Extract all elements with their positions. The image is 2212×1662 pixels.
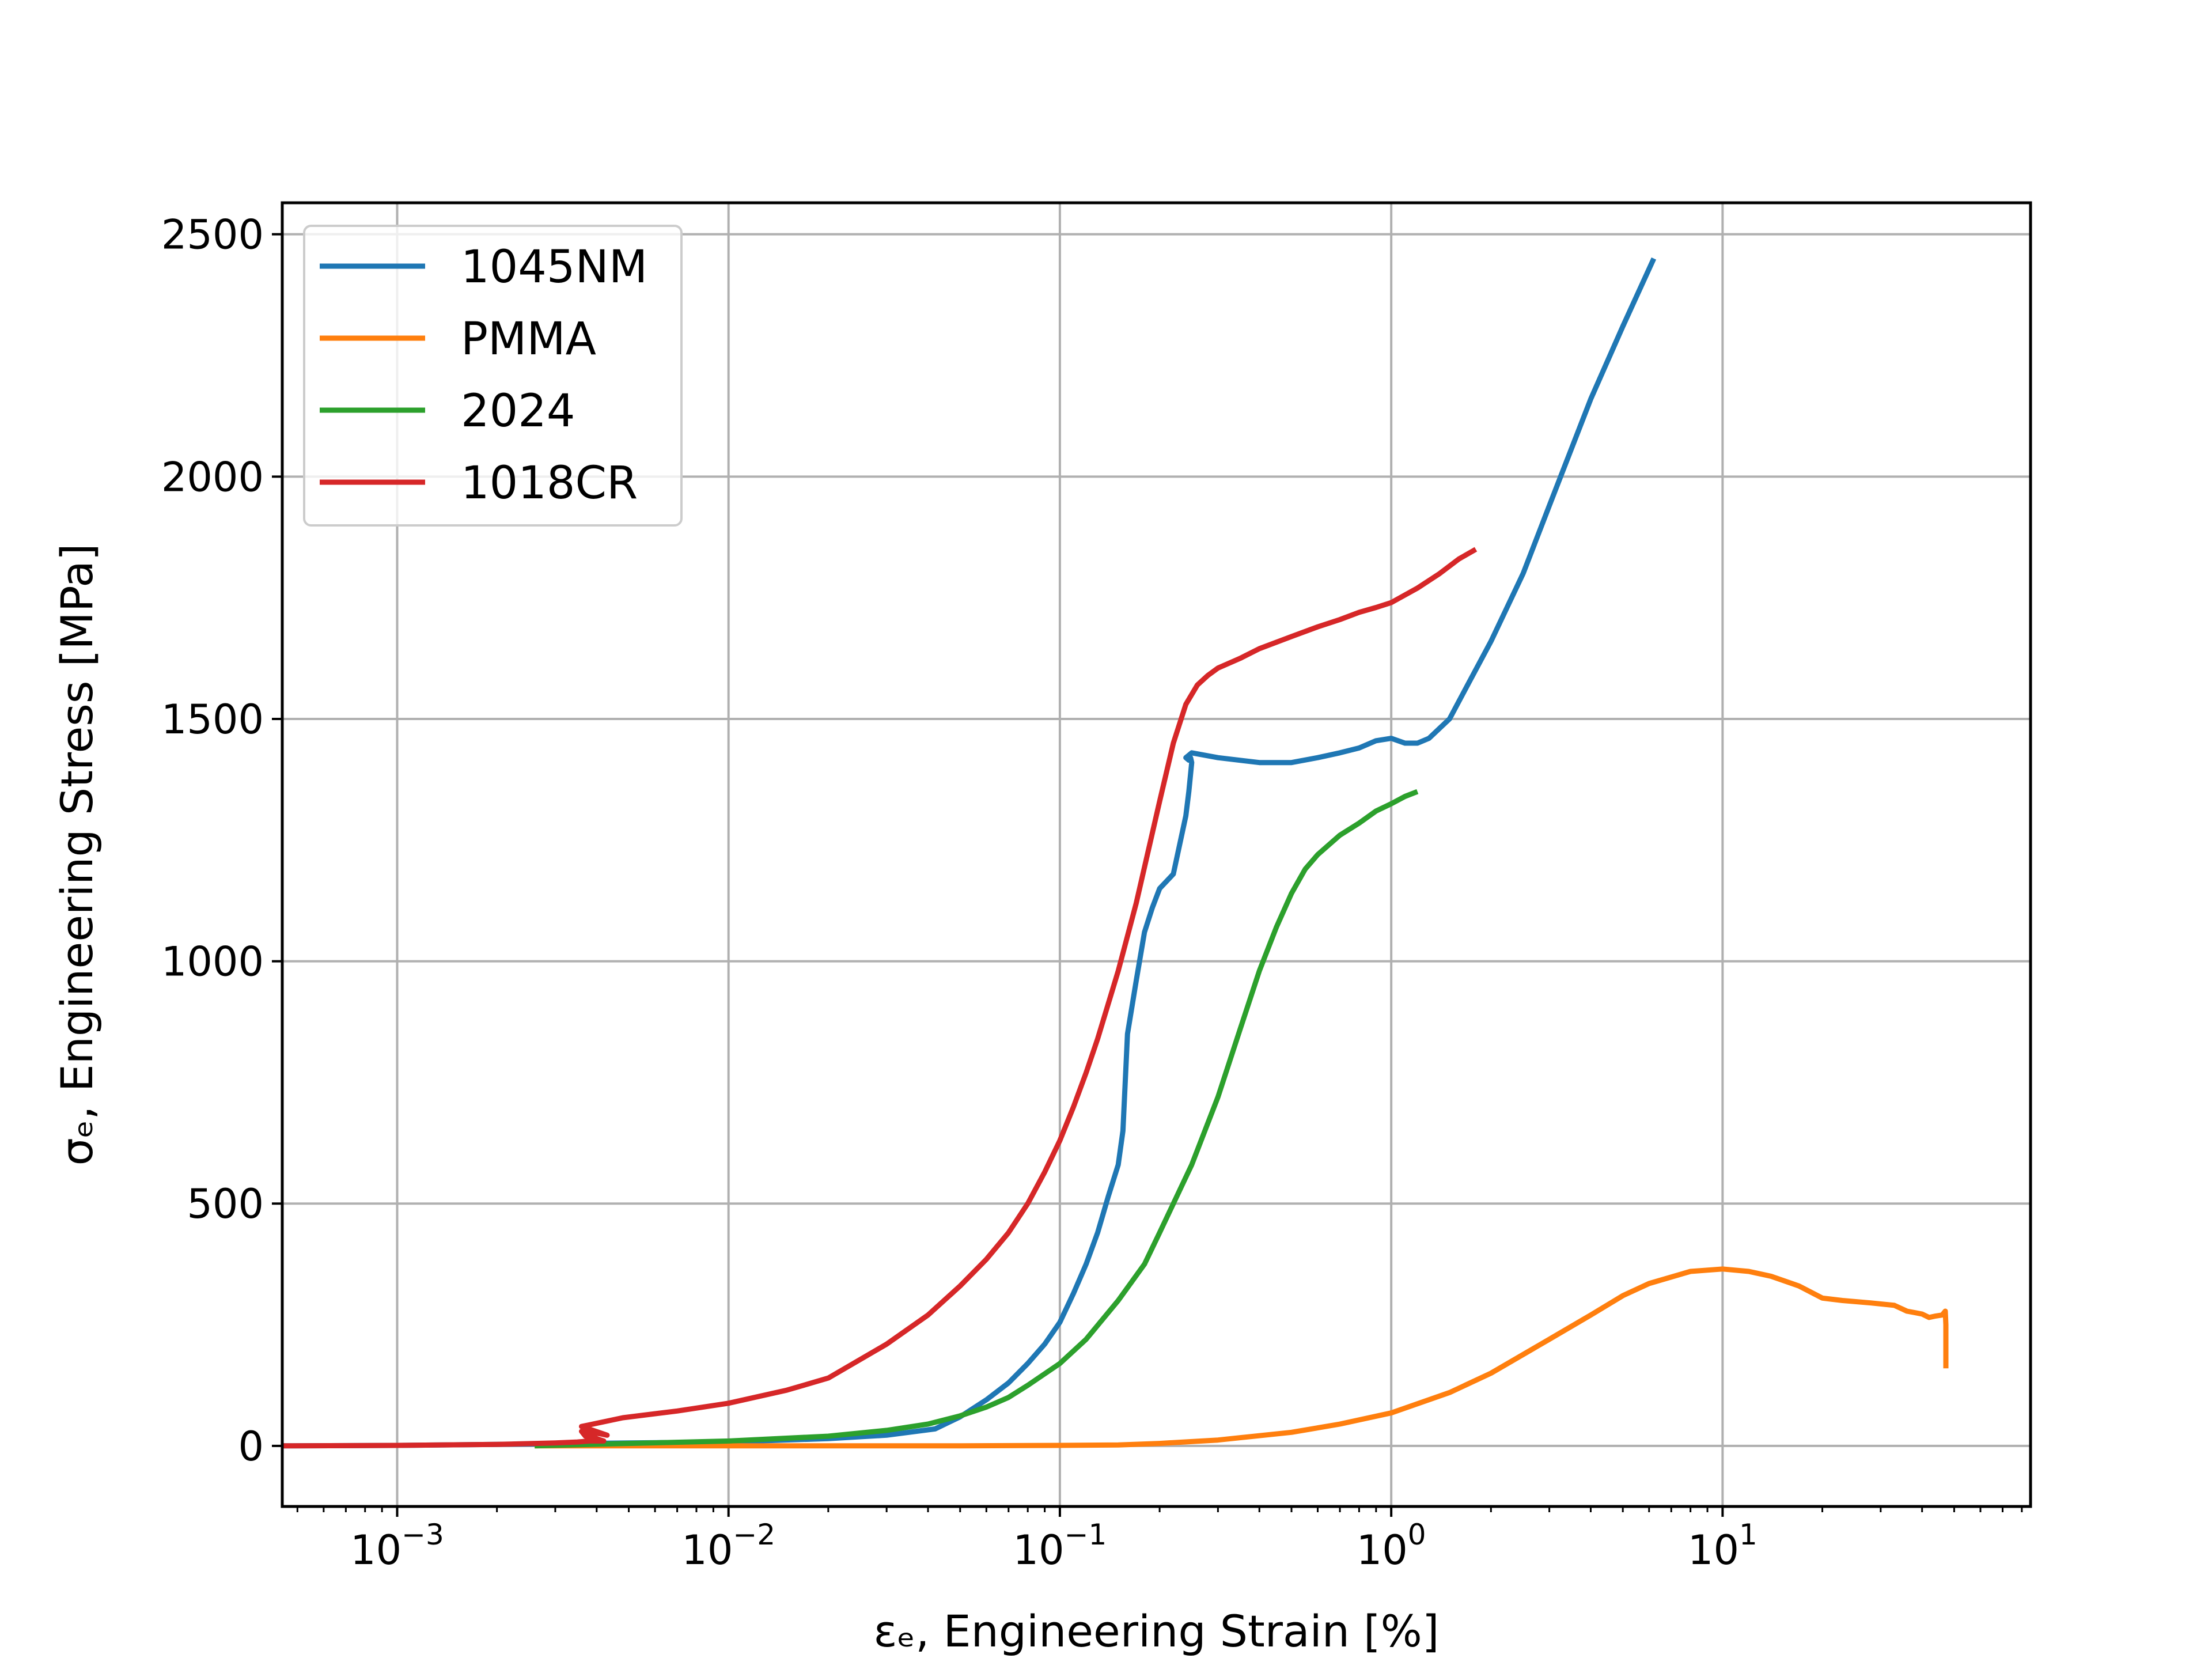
axis-labels: 10−3 10−2 10−1 100 10105001000150020002500εₑ… [51,211,1758,1657]
x-tick-exponent: 1 [1739,1518,1758,1551]
x-tick-label: 100 [1357,1518,1426,1574]
legend-label-1018cr: 1018CR [461,457,638,509]
x-tick-exponent: 0 [1408,1518,1426,1551]
series-line-pmma [535,1266,1949,1449]
y-tick-label: 500 [187,1180,264,1228]
series-line-1045nm [282,257,1657,1449]
x-tick-base: 10 [1013,1527,1065,1574]
x-tick-label: 10−1 [1013,1518,1107,1574]
legend-box [303,225,683,527]
x-tick-base: 10 [1357,1527,1408,1574]
plot-frame [281,201,2032,1508]
y-tick-label: 1500 [161,696,264,743]
x-tick-exponent: −2 [733,1518,775,1551]
y-axis-label: σₑ, Engineering Stress [MPa] [51,544,103,1166]
legend-label-1045nm: 1045NM [461,241,647,293]
x-tick-label: 101 [1688,1518,1758,1574]
y-tick-label: 0 [238,1423,264,1470]
x-tick-exponent: −1 [1065,1518,1107,1551]
legend-label-pmma: PMMA [461,313,596,365]
x-axis-label: εₑ, Engineering Strain [%] [873,1606,1439,1657]
x-tick-base: 10 [1688,1527,1739,1574]
y-tick-label: 2500 [161,211,264,259]
data-series [282,257,1949,1449]
legend: 1045NM PMMA 2024 1018CR [303,225,683,527]
series-line-2024 [535,789,1419,1449]
grid-lines [282,203,2031,1506]
x-tick-base: 10 [350,1527,402,1574]
axis-ticks [272,233,2023,1517]
y-tick-label: 2000 [161,453,264,501]
y-tick-label: 1000 [161,938,264,986]
x-tick-label: 10−2 [681,1518,775,1574]
legend-label-2024: 2024 [461,385,575,437]
series-line-1018cr [282,547,1478,1449]
x-tick-exponent: −3 [402,1518,444,1551]
x-tick-label: 10−3 [350,1518,444,1574]
x-tick-base: 10 [681,1527,733,1574]
